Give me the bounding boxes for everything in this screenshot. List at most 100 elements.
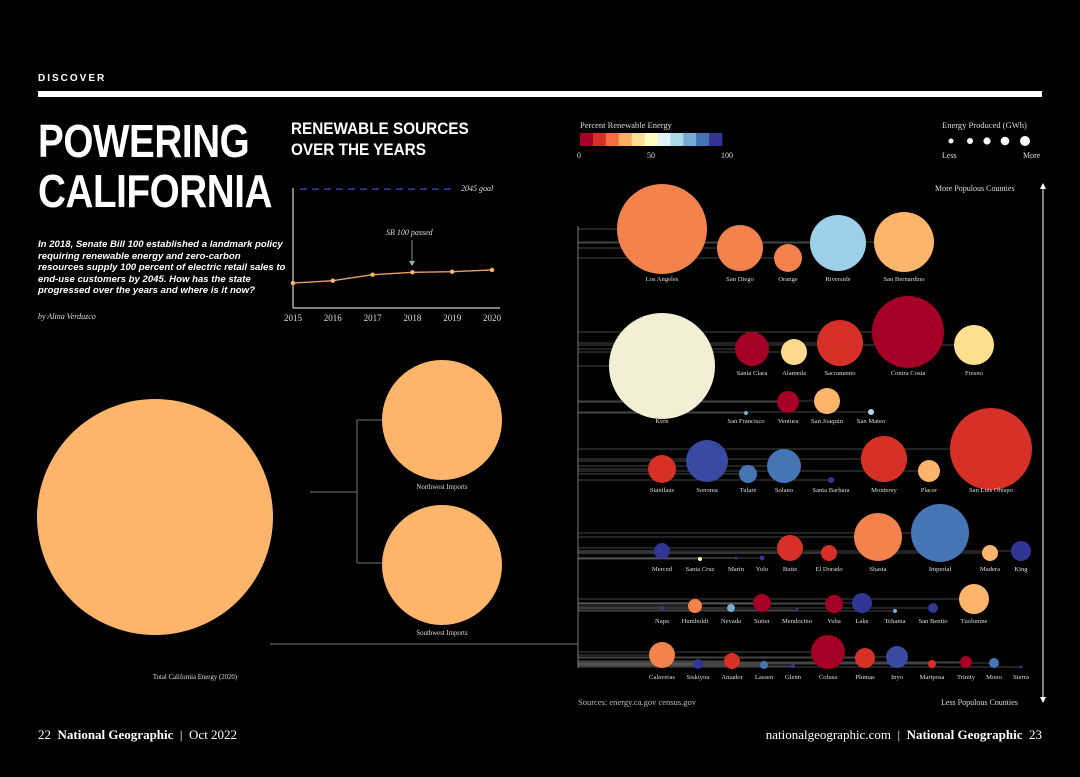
arrow-up-icon [1040, 183, 1046, 189]
county-label-imperial: Imperial [929, 566, 952, 573]
county-label-riverside: Riverside [825, 276, 850, 283]
county-label-shasta: Shasta [869, 566, 886, 573]
county-bubble-solano [767, 449, 801, 483]
page-number-right: 23 [1029, 727, 1042, 742]
year-tick-2017: 2017 [364, 313, 383, 323]
northwest-imports-label: Northwest Imports [416, 484, 468, 491]
county-bubble-riverside [810, 215, 866, 271]
year-tick-2018: 2018 [403, 313, 422, 323]
county-label-king: King [1014, 566, 1028, 573]
footer-left: 22 National Geographic | Oct 2022 [38, 727, 238, 742]
county-bubble-yolo [759, 555, 765, 561]
color-swatch-2 [605, 133, 620, 146]
title-line-1: POWERING [38, 115, 250, 167]
county-label-lassen: Lassen [755, 674, 774, 681]
year-tick-2019: 2019 [443, 313, 462, 323]
county-bubble-santa-clara [735, 332, 769, 366]
northwest-imports-circle [382, 360, 502, 480]
county-label-sonoma: Sonoma [696, 487, 718, 494]
county-bubble-calaveras [649, 642, 675, 668]
county-bubble-tehama [893, 609, 897, 613]
renewable-trend-line [292, 269, 493, 284]
county-bubble-mendocino [795, 608, 799, 612]
intro-text: In 2018, Senate Bill 100 established a l… [38, 239, 286, 297]
county-label-santa-clara: Santa Clara [737, 370, 768, 377]
county-bubble-placer [918, 460, 940, 482]
county-label-mendocino: Mendocino [782, 618, 813, 625]
size-legend-more: More [1023, 151, 1041, 160]
title-line-2: CALIFORNIA [38, 165, 273, 217]
website-link[interactable]: nationalgeographic.com [765, 727, 891, 742]
county-label-tulare: Tulare [740, 487, 757, 494]
header-rule [38, 91, 1042, 97]
color-swatch-10 [709, 133, 723, 146]
color-swatch-9 [696, 133, 710, 146]
county-bubble-lassen [760, 661, 768, 669]
county-bubble-mariposa [928, 660, 936, 668]
county-bubble-nevada [727, 604, 735, 612]
county-label-fresno: Fresno [965, 370, 984, 377]
county-bubble-san-joaquin [814, 388, 840, 414]
color-legend-tick-100: 100 [721, 151, 733, 160]
trend-point-2016 [330, 278, 335, 283]
county-bubble-santa-cruz [698, 557, 702, 561]
line-chart: 2045 goal SB 100 passed 2015 2016 2017 2018… [284, 184, 502, 323]
county-bubble-monterey [861, 436, 907, 482]
issue-date: Oct 2022 [189, 727, 238, 742]
county-bubble-orange [774, 244, 802, 272]
county-label-los-angeles: Los Angeles [646, 276, 679, 283]
county-bubble-lake [852, 593, 872, 613]
county-bubble-ventura [777, 391, 799, 413]
county-label-san-bernardino: San Bernardino [883, 276, 925, 283]
county-bubble-trinity [960, 656, 972, 668]
county-label-stanilaus: Stanilaus [650, 487, 675, 494]
county-bubble-amador [724, 653, 740, 669]
county-label-solano: Solano [775, 487, 794, 494]
size-legend-dot-5 [1020, 136, 1030, 146]
county-label-napa: Napa [655, 618, 669, 625]
county-label-trinity: Trinity [957, 674, 976, 681]
size-legend-dot-3 [983, 137, 991, 145]
county-bubble-tuolumne [959, 584, 989, 614]
county-label-marin: Marin [728, 566, 745, 573]
total-california-energy-circle [37, 399, 273, 635]
size-legend-less: Less [942, 151, 957, 160]
county-label-monterey: Monterey [871, 487, 897, 494]
county-bubble-san-diego [717, 225, 763, 271]
county-label-san-benito: San Benito [918, 618, 948, 625]
county-bubble-santa-barbara [828, 477, 834, 483]
county-bubble-stanilaus [648, 455, 676, 483]
county-bubble-marin [734, 556, 738, 560]
color-swatch-7 [670, 133, 684, 146]
color-swatch-5 [644, 133, 658, 146]
color-swatch-3 [618, 133, 632, 146]
county-bubble-yuba [825, 595, 843, 613]
county-bubble-inyo [886, 646, 908, 668]
county-bubble-los-angeles [617, 184, 707, 274]
county-label-orange: Orange [778, 276, 797, 283]
county-label-alameda: Alameda [782, 370, 806, 377]
county-label-san-francisco: San Francisco [727, 418, 765, 425]
county-bubble-king [1011, 541, 1031, 561]
county-label-mono: Mono [986, 674, 1002, 681]
county-label-colusa: Colusa [819, 674, 837, 681]
county-label-mariposa: Mariposa [920, 674, 945, 681]
county-label-contra-costa: Contra Costa [891, 370, 926, 377]
county-bubble-alameda [781, 339, 807, 365]
county-label-san-mateo: San Mateo [857, 418, 886, 425]
color-legend-tick-50: 50 [647, 151, 655, 160]
county-bubbles: Los Angeles San Diego Orange Riverside San B… [609, 184, 1032, 681]
color-swatch-0 [580, 133, 594, 146]
year-tick-2015: 2015 [284, 313, 303, 323]
size-legend: Energy Produced (GWh) Less More [942, 120, 1041, 160]
line-chart-title-2: OVER THE YEARS [291, 140, 426, 159]
color-legend-title: Percent Renewable Energy [580, 120, 673, 130]
county-label-tuolumne: Tuolumne [961, 618, 988, 625]
brand-left: National Geographic [57, 727, 174, 742]
county-label-tehama: Tehama [885, 618, 906, 625]
county-bubble-el-dorado [821, 545, 837, 561]
county-label-santa-barbara: Santa Barbara [812, 487, 849, 494]
county-bubble-sacramento [817, 320, 863, 366]
color-legend: Percent Renewable Energy 0 50 100 [577, 120, 733, 160]
